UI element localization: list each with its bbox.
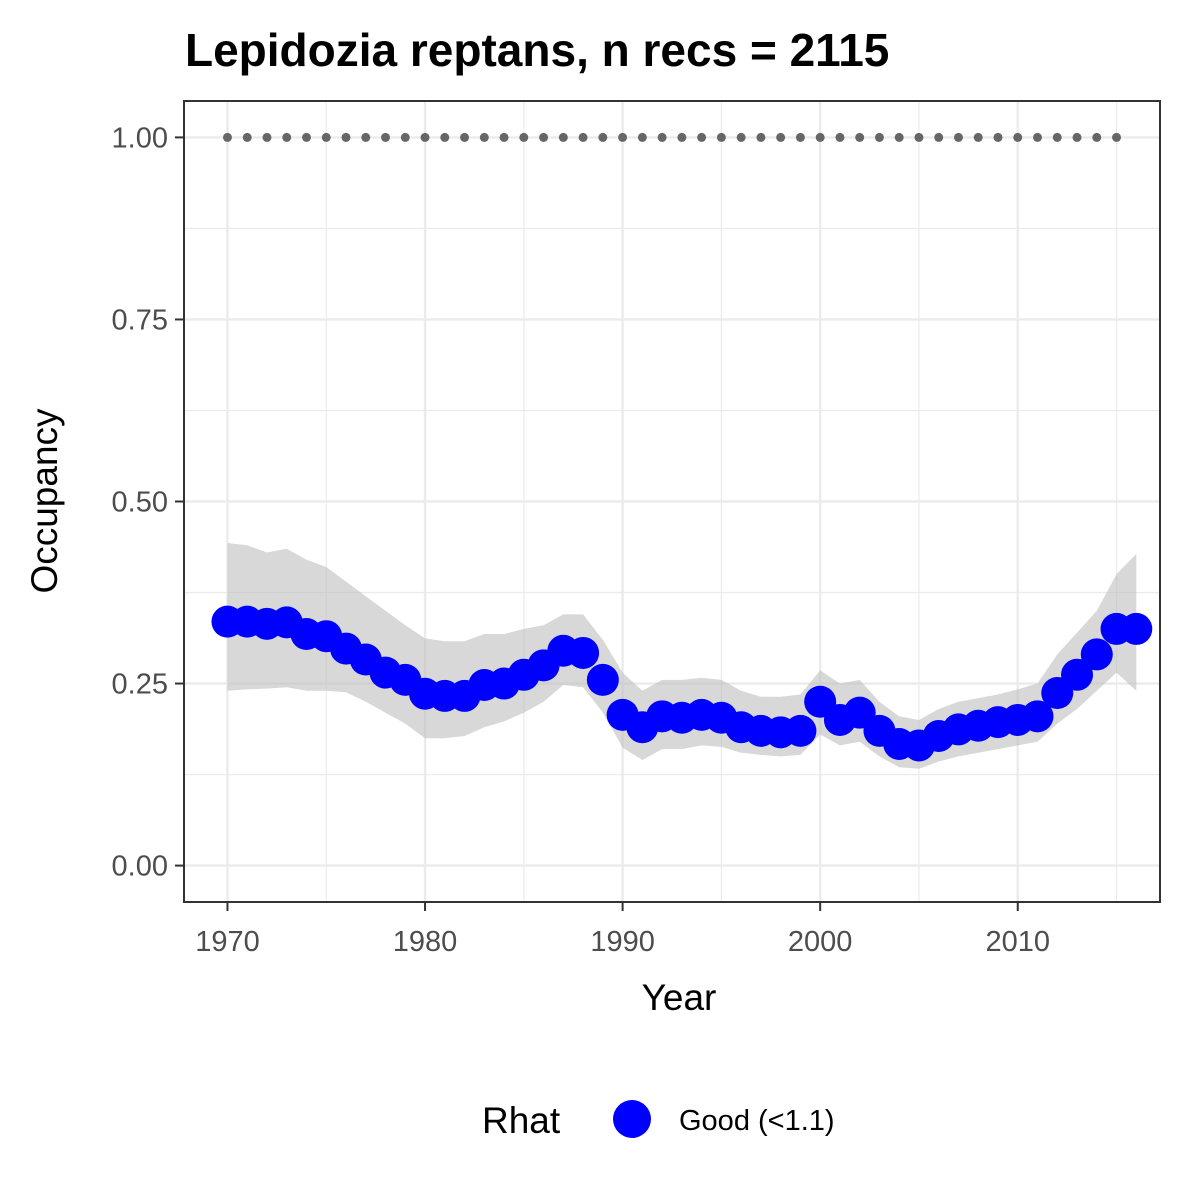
reference-dot xyxy=(618,132,628,142)
reference-dot xyxy=(222,132,232,142)
x-tick-label: 1980 xyxy=(393,926,458,958)
y-tick-label: 0.50 xyxy=(112,487,168,519)
occupancy-point xyxy=(1120,612,1153,645)
reference-dot xyxy=(756,132,766,142)
reference-dot xyxy=(677,132,687,142)
occupancy-point xyxy=(1061,658,1094,691)
reference-dot xyxy=(835,132,845,142)
reference-dots xyxy=(222,132,1122,142)
x-axis-title: Year xyxy=(642,977,717,1018)
reference-dot xyxy=(499,132,509,142)
reference-dot xyxy=(282,132,292,142)
reference-dot xyxy=(874,132,884,142)
reference-dot xyxy=(1052,132,1062,142)
reference-dot xyxy=(381,132,391,142)
reference-dot xyxy=(1112,132,1122,142)
reference-dot xyxy=(795,132,805,142)
reference-dot xyxy=(637,132,647,142)
reference-dot xyxy=(776,132,786,142)
reference-dot xyxy=(736,132,746,142)
reference-dot xyxy=(262,132,272,142)
reference-dot xyxy=(815,132,825,142)
reference-dot xyxy=(657,132,667,142)
reference-dot xyxy=(914,132,924,142)
y-tick-label: 0.75 xyxy=(112,304,168,336)
y-axis-title: Occupancy xyxy=(24,408,65,594)
reference-dot xyxy=(598,132,608,142)
reference-dot xyxy=(1033,132,1043,142)
occupancy-point xyxy=(586,663,619,696)
occupancy-points xyxy=(211,605,1153,762)
y-tick-label: 0.25 xyxy=(112,669,168,701)
reference-dot xyxy=(400,132,410,142)
x-tick-label: 1990 xyxy=(590,926,655,958)
legend-key-good xyxy=(613,1100,651,1138)
reference-dot xyxy=(1013,132,1023,142)
reference-dot xyxy=(341,132,351,142)
reference-dot xyxy=(894,132,904,142)
legend-title: Rhat xyxy=(482,1100,561,1141)
reference-dot xyxy=(301,132,311,142)
reference-dot xyxy=(855,132,865,142)
reference-dot xyxy=(361,132,371,142)
reference-dot xyxy=(1092,132,1102,142)
reference-dot xyxy=(440,132,450,142)
reference-dot xyxy=(953,132,963,142)
occupancy-point xyxy=(1021,700,1054,733)
reference-dot xyxy=(993,132,1003,142)
reference-dot xyxy=(973,132,983,142)
legend-label-good: Good (<1.1) xyxy=(679,1105,835,1137)
y-tick-label: 0.00 xyxy=(112,851,168,883)
reference-dot xyxy=(558,132,568,142)
reference-dot xyxy=(697,132,707,142)
occupancy-point xyxy=(1080,638,1113,671)
reference-dot xyxy=(934,132,944,142)
reference-dot xyxy=(321,132,331,142)
y-tick-label: 1.00 xyxy=(112,122,168,154)
reference-dot xyxy=(1072,132,1082,142)
reference-dot xyxy=(716,132,726,142)
chart-title: Lepidozia reptans, n recs = 2115 xyxy=(185,24,889,76)
reference-dot xyxy=(519,132,529,142)
reference-dot xyxy=(539,132,549,142)
x-tick-label: 2010 xyxy=(985,926,1050,958)
reference-dot xyxy=(479,132,489,142)
credible-interval-ribbon xyxy=(227,543,1137,769)
reference-dot xyxy=(578,132,588,142)
y-axis: 0.00 0.25 0.50 0.75 1.00 xyxy=(112,122,184,883)
reference-dot xyxy=(242,132,252,142)
x-axis: 1970 1980 1990 2000 2010 xyxy=(195,902,1050,958)
plot-panel xyxy=(183,100,1161,903)
reference-dot xyxy=(420,132,430,142)
x-tick-label: 2000 xyxy=(788,926,853,958)
x-tick-label: 1970 xyxy=(195,926,260,958)
occupancy-point xyxy=(784,714,817,747)
occupancy-point xyxy=(567,636,600,669)
legend: Rhat Good (<1.1) xyxy=(482,1100,835,1141)
reference-dot xyxy=(460,132,470,142)
